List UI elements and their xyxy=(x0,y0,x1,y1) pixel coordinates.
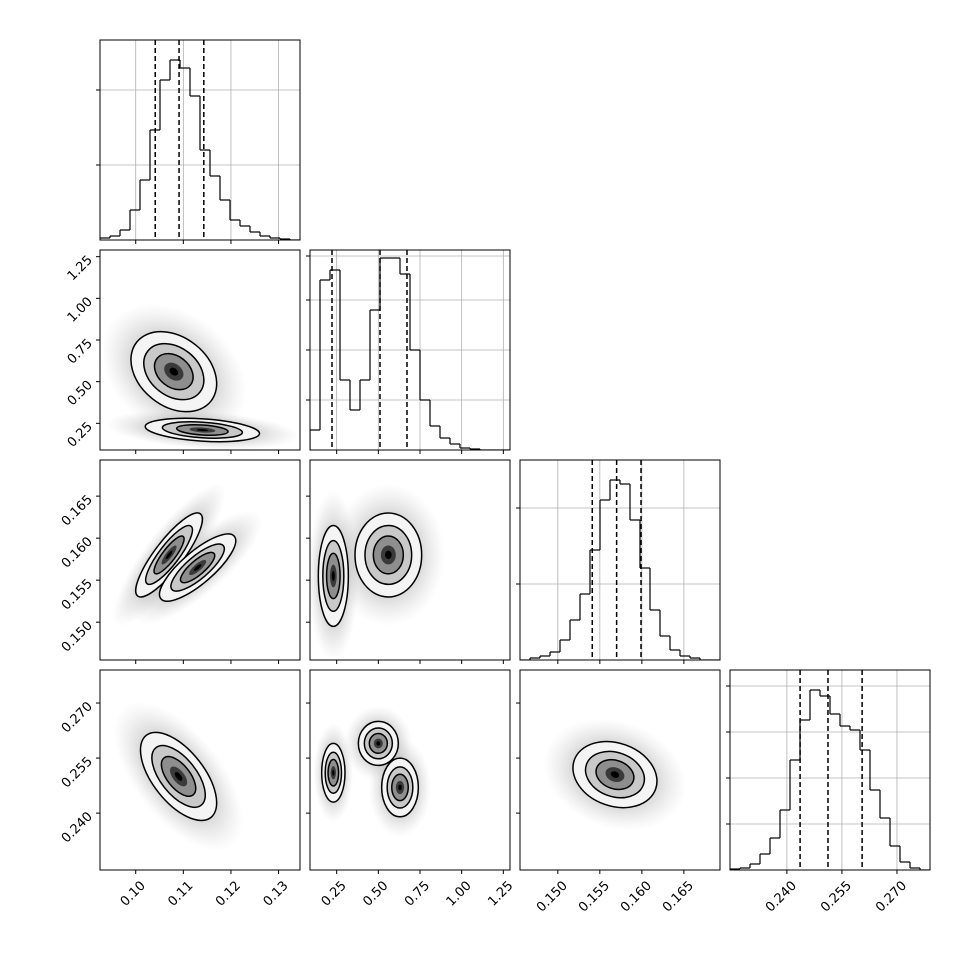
y-tick-label: 0.270 xyxy=(59,699,96,736)
x-tick-label: 0.10 xyxy=(118,878,149,909)
panel xyxy=(520,460,720,660)
panel-frame xyxy=(99,39,301,241)
y-tick-label: 0.160 xyxy=(59,534,96,571)
density xyxy=(376,741,381,746)
panel xyxy=(310,250,510,450)
density xyxy=(398,784,402,791)
density xyxy=(332,769,335,776)
panel-frame xyxy=(519,459,721,661)
panel xyxy=(310,483,446,660)
y-tick-label: 0.25 xyxy=(65,420,96,451)
density xyxy=(385,550,392,560)
x-tick-label: 0.255 xyxy=(818,878,855,915)
y-tick-label: 1.00 xyxy=(65,295,96,326)
x-tick-label: 0.165 xyxy=(660,878,697,915)
y-tick-label: 0.150 xyxy=(59,618,96,655)
x-tick-label: 0.155 xyxy=(576,878,613,915)
x-tick-label: 0.13 xyxy=(261,878,292,909)
panel-frame xyxy=(309,669,511,871)
panel xyxy=(100,303,300,450)
panel xyxy=(113,701,244,852)
x-tick-label: 0.12 xyxy=(213,878,244,909)
panel-frame xyxy=(99,669,301,871)
panel-frame xyxy=(99,459,301,661)
density xyxy=(165,550,173,560)
density xyxy=(169,367,179,376)
y-tick-label: 1.25 xyxy=(65,253,96,284)
x-tick-label: 0.150 xyxy=(534,878,571,915)
panel-frame xyxy=(309,249,511,451)
y-tick-label: 0.50 xyxy=(65,378,96,409)
panel xyxy=(543,718,687,831)
x-tick-label: 0.270 xyxy=(873,878,910,915)
density xyxy=(196,428,209,432)
panel-frame xyxy=(729,669,931,871)
x-tick-label: 1.00 xyxy=(444,878,475,909)
panel-frame xyxy=(309,459,511,661)
x-tick-label: 0.25 xyxy=(319,878,350,909)
x-tick-label: 0.160 xyxy=(618,878,655,915)
x-tick-label: 0.240 xyxy=(763,878,800,915)
panel xyxy=(313,705,432,838)
y-tick-label: 0.75 xyxy=(65,336,96,367)
x-tick-label: 0.50 xyxy=(360,878,391,909)
x-tick-label: 0.11 xyxy=(165,878,196,909)
x-tick-label: 0.75 xyxy=(402,878,433,909)
y-tick-label: 0.155 xyxy=(59,576,96,613)
y-tick-label: 0.240 xyxy=(59,809,96,846)
panel xyxy=(112,483,263,627)
panel xyxy=(730,670,930,870)
panel-frame xyxy=(99,249,301,451)
y-tick-label: 0.165 xyxy=(59,492,96,529)
panel xyxy=(100,40,300,240)
density xyxy=(193,564,202,571)
density xyxy=(174,772,183,781)
density xyxy=(610,771,620,778)
density xyxy=(331,570,335,582)
panel-frame xyxy=(519,669,721,871)
y-tick-label: 0.255 xyxy=(59,754,96,791)
x-tick-label: 1.25 xyxy=(485,878,516,909)
